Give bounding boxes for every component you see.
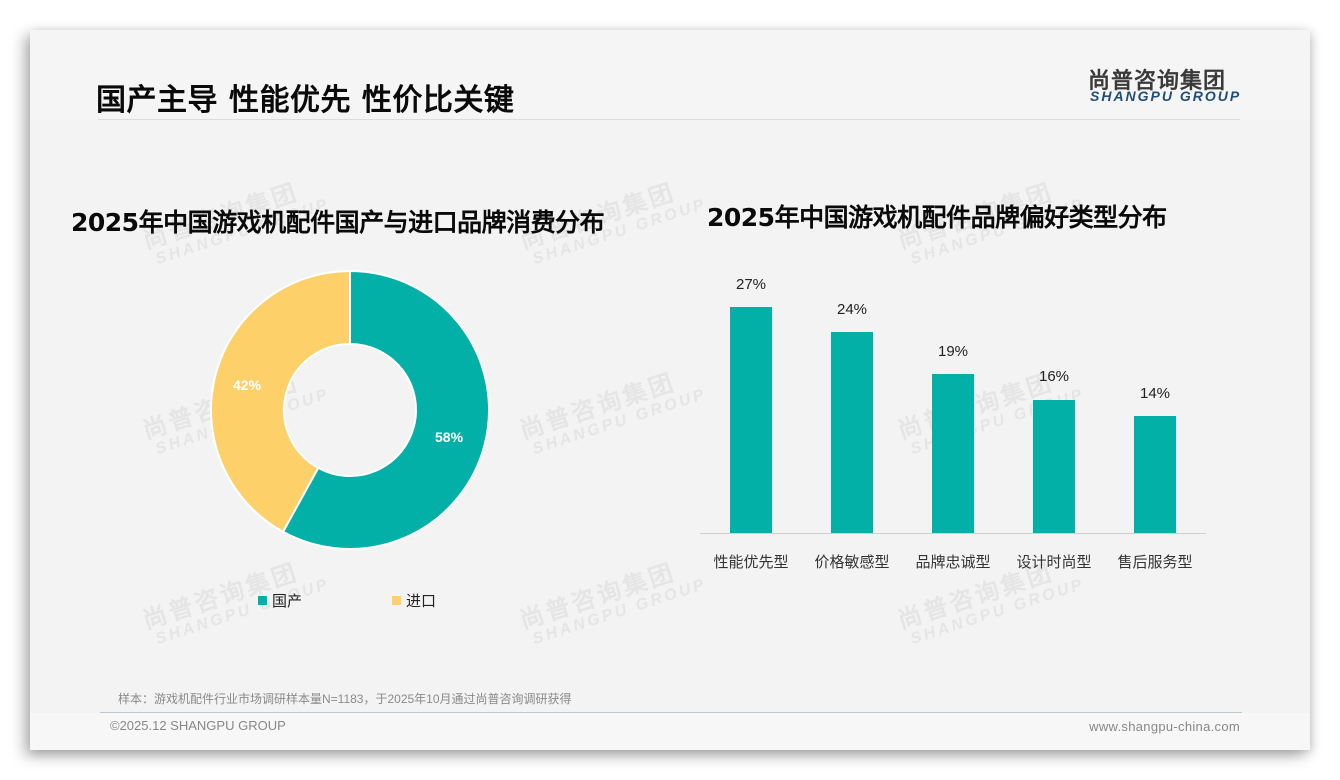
legend-swatch-yellow — [392, 596, 401, 605]
slide: 尚普咨询集团 SHANGPU GROUP 尚普咨询集团 SHANGPU GROUP … — [30, 30, 1310, 750]
bar-value: 27% — [735, 276, 767, 293]
donut-label-domestic: 58% — [435, 429, 464, 445]
bar-after-sales — [1134, 416, 1176, 534]
watermark-en: SHANGPU GROUP — [153, 575, 332, 649]
bar-design-fashion — [1033, 400, 1075, 534]
footer-divider — [100, 712, 1242, 713]
bar-brand-loyal — [932, 374, 974, 534]
donut-svg — [210, 269, 490, 550]
legend-label: 进口 — [406, 593, 437, 610]
copyright: ©2025.12 SHANGPU GROUP — [110, 718, 286, 733]
donut-slice-domestic — [281, 269, 490, 550]
bar-value: 14% — [1139, 385, 1171, 402]
x-axis-label: 售后服务型 — [1117, 554, 1193, 571]
logo-english: SHANGPU GROUP — [1090, 88, 1242, 104]
legend-item-import: 进口 — [392, 590, 436, 611]
website-link[interactable]: www.shangpu-china.com — [1089, 719, 1240, 734]
legend-label: 国产 — [272, 593, 303, 610]
header-band — [30, 30, 1310, 120]
sample-footnote: 样本：游戏机配件行业市场调研样本量N=1183，于2025年10月通过尚普咨询调… — [118, 692, 572, 706]
bar-chart-title: 2025年中国游戏机配件品牌偏好类型分布 — [707, 203, 1167, 232]
x-axis-label: 价格敏感型 — [814, 554, 890, 571]
bar-value: 16% — [1038, 368, 1070, 385]
donut-chart: 58% 42% — [210, 269, 490, 550]
legend-swatch-teal — [258, 596, 267, 605]
donut-label-import: 42% — [233, 377, 262, 393]
x-axis-label: 品牌忠诚型 — [915, 554, 991, 571]
x-axis-label: 性能优先型 — [713, 554, 789, 571]
title-divider — [98, 119, 1240, 120]
watermark-en: SHANGPU GROUP — [530, 385, 709, 459]
watermark-cn: 尚普咨询集团 — [516, 558, 680, 635]
x-axis-line — [700, 533, 1206, 534]
bar-value: 24% — [836, 301, 868, 318]
bar-chart: 27% 24% 19% 16% 14% — [700, 276, 1206, 534]
bar-value: 19% — [937, 343, 969, 360]
page-title: 国产主导 性能优先 性价比关键 — [96, 83, 515, 118]
footer-band — [30, 713, 1310, 750]
bar-price-sensitive — [831, 332, 873, 534]
watermark-en: SHANGPU GROUP — [530, 575, 709, 649]
x-axis-label: 设计时尚型 — [1016, 554, 1092, 571]
logo-chinese: 尚普咨询集团 — [1088, 69, 1227, 94]
donut-chart-title: 2025年中国游戏机配件国产与进口品牌消费分布 — [71, 208, 605, 237]
watermark-cn: 尚普咨询集团 — [516, 368, 680, 445]
watermark-en: SHANGPU GROUP — [908, 575, 1087, 649]
bar-performance — [730, 307, 772, 534]
legend-item-domestic: 国产 — [258, 590, 302, 611]
donut-slice-import — [210, 269, 351, 534]
